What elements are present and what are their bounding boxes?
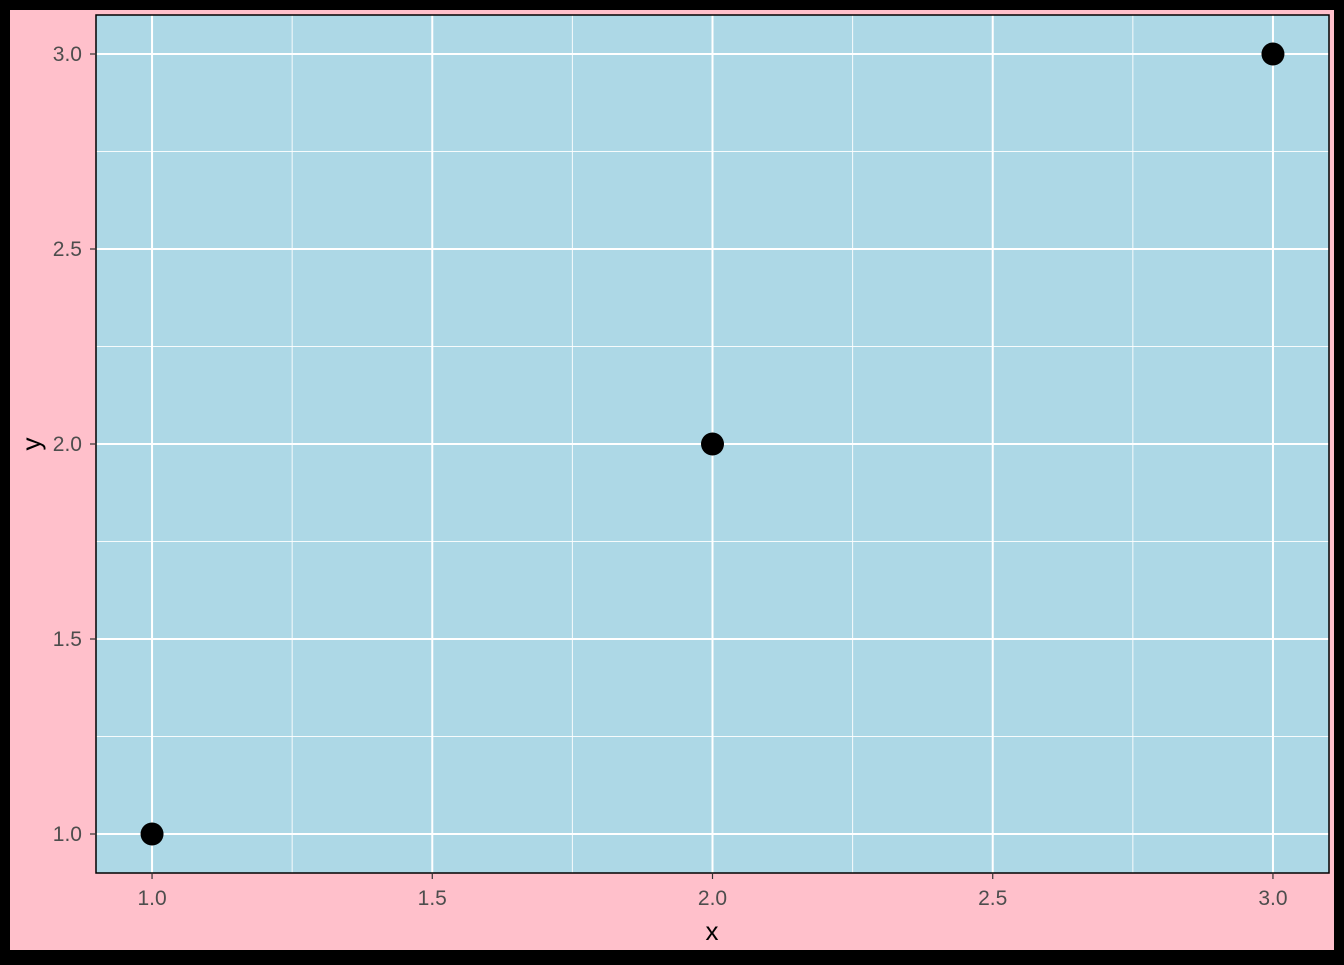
y-tick-label: 2.0	[53, 433, 82, 456]
x-tick-label: 2.5	[978, 887, 1007, 910]
x-tick-label: 1.0	[137, 887, 166, 910]
y-tick-label: 1.0	[53, 823, 82, 846]
data-points	[140, 42, 1285, 846]
y-tick-label: 3.0	[53, 43, 82, 66]
x-tick-label: 2.0	[698, 887, 727, 910]
data-point	[701, 432, 724, 456]
data-point	[1261, 42, 1285, 66]
data-point	[140, 822, 164, 846]
y-tick-label: 1.5	[53, 628, 82, 651]
x-tick-label: 1.5	[418, 887, 447, 910]
x-tick-label: 3.0	[1258, 887, 1287, 910]
x-axis-title: x	[706, 916, 719, 946]
axis-ticks	[90, 53, 1274, 879]
tick-labels: 1.0 1.5 2.0 2.5 3.0 1.0 1.5 2.0 2.5 3.0	[53, 43, 1288, 910]
y-axis-title: y	[16, 438, 46, 451]
y-tick-label: 2.5	[53, 238, 82, 261]
